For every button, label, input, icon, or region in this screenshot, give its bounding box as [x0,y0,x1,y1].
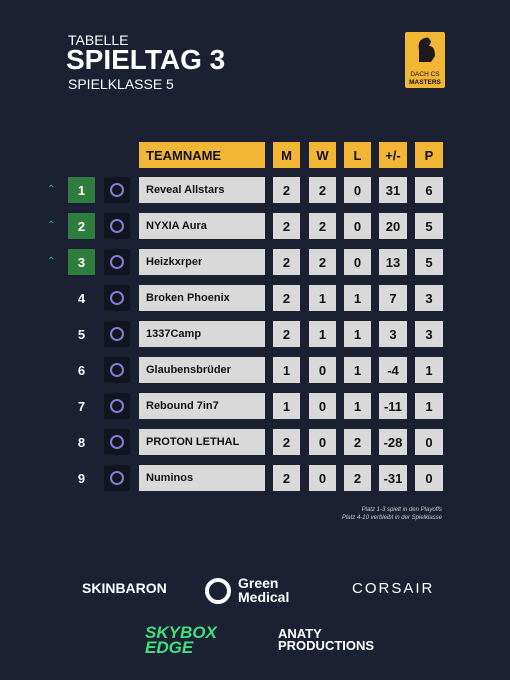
rank: 5 [77,326,86,342]
stat: -31 [379,465,407,491]
stat: 31 [379,177,407,203]
notes: Platz 1-3 spielt in den Playoffs Platz 4… [342,506,442,522]
stat: 0 [344,213,371,239]
stat: 3 [415,285,443,311]
sponsor: SKYBOX EDGE [145,623,217,657]
stat: 0 [309,429,336,455]
sponsor: CORSAIR [352,580,435,597]
rank: 1 [68,177,95,203]
sponsor-icon [205,578,231,604]
stat: 7 [379,285,407,311]
stat: 2 [344,465,371,491]
kicker: TABELLE [68,32,129,48]
stat: 0 [309,393,336,419]
stat: 0 [344,249,371,275]
sponsor: Green Medical [238,575,290,605]
team-logo-mark [110,291,124,305]
stat: 1 [344,393,371,419]
team-logo-mark [110,363,124,377]
stat: 2 [273,321,300,347]
stat: 0 [309,465,336,491]
stat: 2 [309,213,336,239]
stat: 2 [309,249,336,275]
stat: 6 [415,177,443,203]
column-header: P [415,142,443,168]
rank: 8 [77,434,86,450]
stat: 13 [379,249,407,275]
team-name: Reveal Allstars [139,177,265,203]
stat: 2 [273,465,300,491]
column-header: TEAMNAME [139,142,265,168]
team-logo-mark [110,183,124,197]
rank: 9 [77,470,86,486]
team-logo-mark [110,399,124,413]
stat: -28 [379,429,407,455]
stat: 20 [379,213,407,239]
rank: 3 [68,249,95,275]
stat: 2 [273,177,300,203]
stat: 0 [309,357,336,383]
stat: 1 [273,393,300,419]
note: Platz 4-10 verbleibt in der Spielklasse [341,515,442,521]
stat: 3 [415,321,443,347]
column-header: M [273,142,300,168]
team-logo-mark [110,471,124,485]
stat: 2 [309,177,336,203]
team-name: Rebound 7in7 [139,393,265,419]
column-header: +/- [379,142,407,168]
title: SPIELTAG 3 [66,44,226,75]
stat: 0 [344,177,371,203]
stat: 2 [273,249,300,275]
stat: -4 [379,357,407,383]
team-name: NYXIA Aura [139,213,265,239]
team-name: Glaubensbrüder [139,357,265,383]
team-logo-mark [110,219,124,233]
note: Platz 1-3 spielt in den Playoffs [361,507,442,513]
stat: 5 [415,249,443,275]
stat: 1 [415,393,443,419]
league-logo: DACH CS MASTERS [405,32,445,88]
stat: 2 [273,213,300,239]
stat: 2 [273,429,300,455]
stat: 1 [309,285,336,311]
stat: 0 [415,465,443,491]
stat: 1 [344,321,371,347]
sponsor: SKINBARON [82,580,167,596]
trend-arrow: ⌃ [47,220,56,231]
stat: -11 [379,393,407,419]
stat: 1 [344,285,371,311]
team-name: 1337Camp [139,321,265,347]
rank: 7 [77,398,86,414]
team-name: Numinos [139,465,265,491]
stat: 3 [379,321,407,347]
stat: 1 [309,321,336,347]
trend-arrow: ⌃ [47,184,56,195]
team-logo-mark [110,255,124,269]
rank: 6 [77,362,86,378]
stat: 5 [415,213,443,239]
stat: 0 [415,429,443,455]
stat: 1 [273,357,300,383]
team-name: Broken Phoenix [139,285,265,311]
stat: 1 [344,357,371,383]
stat: 1 [415,357,443,383]
rank: 4 [77,290,86,306]
team-logo-mark [110,327,124,341]
team-name: Heizkxrper [139,249,265,275]
logo-line: DACH CS [410,71,440,78]
column-header: L [344,142,371,168]
logo-line: MASTERS [409,79,441,86]
team-name: PROTON LETHAL [139,429,265,455]
stat: 2 [344,429,371,455]
trend-arrow: ⌃ [47,256,56,267]
rank: 2 [68,213,95,239]
subtitle: SPIELKLASSE 5 [68,76,174,92]
column-header: W [309,142,336,168]
sponsor: ANATY PRODUCTIONS [278,626,375,653]
rooster-icon [418,37,435,62]
stat: 2 [273,285,300,311]
team-logo-mark [110,435,124,449]
